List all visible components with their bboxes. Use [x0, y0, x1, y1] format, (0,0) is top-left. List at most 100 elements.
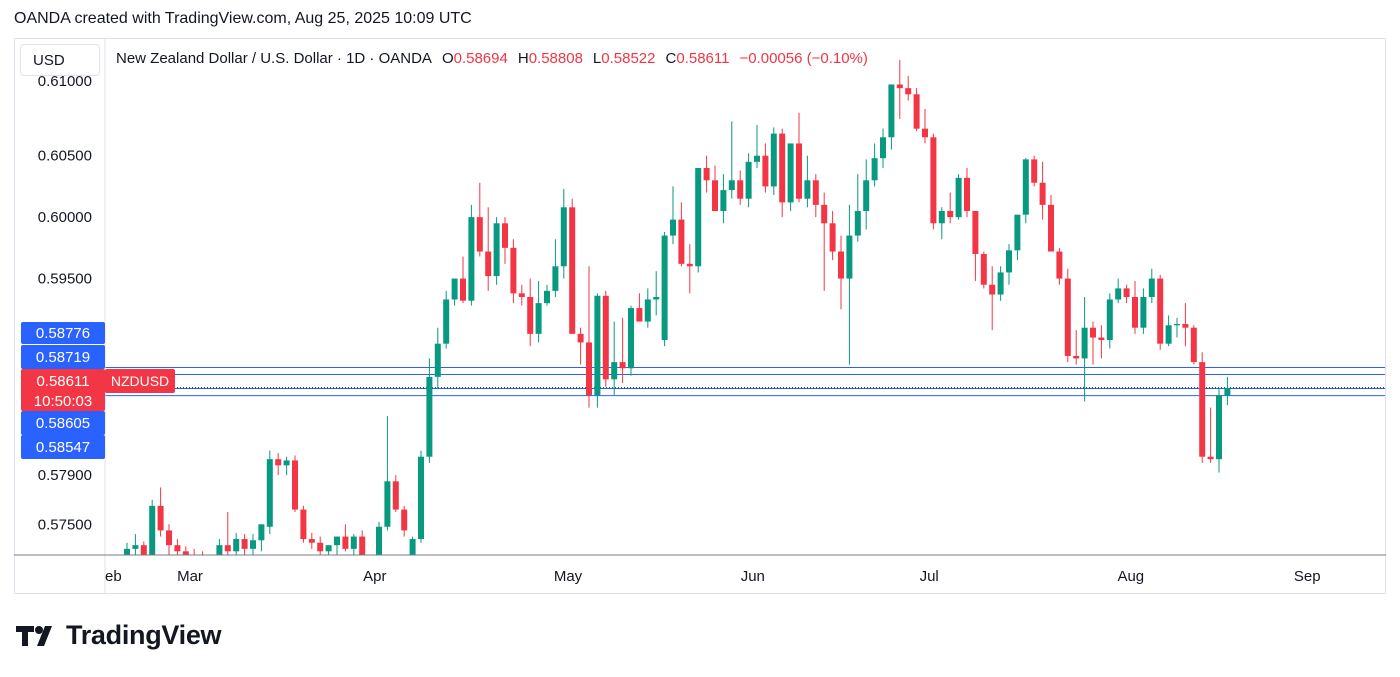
candle[interactable] [409, 536, 416, 559]
candle[interactable] [359, 530, 366, 573]
candle[interactable] [594, 293, 601, 408]
candle[interactable] [804, 155, 811, 208]
candle[interactable] [1190, 325, 1197, 365]
candle[interactable] [1199, 352, 1206, 463]
candle[interactable] [838, 235, 844, 310]
candle[interactable] [569, 198, 576, 334]
candle[interactable] [182, 546, 189, 563]
candle[interactable] [796, 112, 802, 203]
candle[interactable] [1064, 268, 1071, 363]
candle[interactable] [275, 453, 282, 476]
candle[interactable] [451, 278, 458, 306]
candle[interactable] [208, 557, 214, 567]
candle[interactable] [1039, 161, 1046, 220]
candle[interactable] [1157, 274, 1164, 350]
candle[interactable] [191, 548, 197, 567]
candle[interactable] [493, 217, 500, 285]
candle[interactable] [392, 475, 399, 512]
candle[interactable] [636, 293, 643, 322]
candle[interactable] [1006, 244, 1012, 285]
candle[interactable] [1123, 284, 1130, 304]
candle[interactable] [678, 202, 685, 267]
candle[interactable] [157, 487, 164, 537]
candle[interactable] [510, 239, 517, 304]
candle[interactable] [854, 174, 861, 242]
candle[interactable] [1182, 303, 1189, 347]
candle[interactable] [670, 186, 676, 245]
candle[interactable] [577, 327, 584, 365]
candle[interactable] [476, 182, 483, 257]
candle[interactable] [283, 456, 290, 476]
candle[interactable] [560, 188, 567, 279]
candle[interactable] [443, 290, 450, 349]
candle[interactable] [1148, 268, 1155, 304]
candle[interactable] [308, 532, 315, 549]
candle[interactable] [535, 281, 542, 343]
candle[interactable] [779, 128, 786, 218]
candle[interactable] [1022, 158, 1029, 224]
candle[interactable] [544, 284, 550, 306]
candle[interactable] [1140, 288, 1147, 334]
candle[interactable] [661, 231, 668, 347]
candle[interactable] [1031, 155, 1038, 187]
candle[interactable] [686, 244, 693, 294]
candle[interactable] [955, 174, 962, 220]
candle[interactable] [1106, 293, 1113, 349]
candle[interactable] [1073, 330, 1080, 365]
currency-selector[interactable]: USD [20, 44, 100, 76]
candle[interactable] [1081, 297, 1088, 402]
candle[interactable] [552, 239, 559, 297]
candle[interactable] [1048, 195, 1054, 252]
candle[interactable] [124, 542, 130, 568]
candle[interactable] [174, 539, 181, 561]
candle[interactable] [997, 266, 1004, 301]
candle[interactable] [888, 84, 895, 150]
candle[interactable] [1090, 321, 1096, 365]
tradingview-logo[interactable]: TradingView [16, 620, 222, 651]
candle[interactable] [342, 524, 349, 552]
candle[interactable] [317, 536, 324, 555]
candle[interactable] [846, 204, 853, 365]
candle[interactable] [947, 192, 954, 224]
candle[interactable] [930, 133, 937, 230]
candle[interactable] [972, 211, 979, 282]
candle[interactable] [292, 455, 298, 512]
candle[interactable] [980, 251, 987, 289]
candle[interactable] [1056, 247, 1063, 285]
candle[interactable] [754, 125, 760, 168]
candle[interactable] [334, 536, 340, 555]
candle[interactable] [644, 288, 651, 328]
candle[interactable] [812, 174, 819, 218]
candle[interactable] [1224, 376, 1231, 406]
candle[interactable] [1115, 278, 1122, 304]
candle[interactable] [140, 541, 147, 570]
candle[interactable] [384, 416, 391, 531]
candle[interactable] [880, 128, 886, 168]
candle[interactable] [266, 450, 273, 535]
candle[interactable] [720, 174, 727, 224]
candle[interactable] [695, 168, 702, 273]
candle[interactable] [653, 271, 660, 316]
candle[interactable] [350, 534, 357, 555]
candle[interactable] [468, 204, 475, 306]
candle[interactable] [913, 88, 920, 132]
candle[interactable] [762, 143, 769, 193]
candle[interactable] [258, 524, 265, 552]
candle[interactable] [745, 153, 752, 208]
candle[interactable] [989, 266, 996, 331]
candle[interactable] [418, 450, 424, 543]
candle[interactable] [896, 59, 903, 119]
candle[interactable] [871, 143, 878, 187]
candle[interactable] [1132, 281, 1138, 334]
candle[interactable] [1207, 407, 1214, 463]
candle[interactable] [325, 545, 332, 561]
candle[interactable] [829, 211, 836, 261]
price-axis[interactable]: 0.605000.600000.595000.591000.579000.575… [38, 39, 106, 593]
candle[interactable] [602, 290, 609, 387]
candle[interactable] [863, 159, 870, 230]
candle[interactable] [485, 207, 492, 291]
candle[interactable] [376, 521, 382, 571]
candle[interactable] [737, 170, 744, 205]
candle[interactable] [964, 168, 970, 218]
